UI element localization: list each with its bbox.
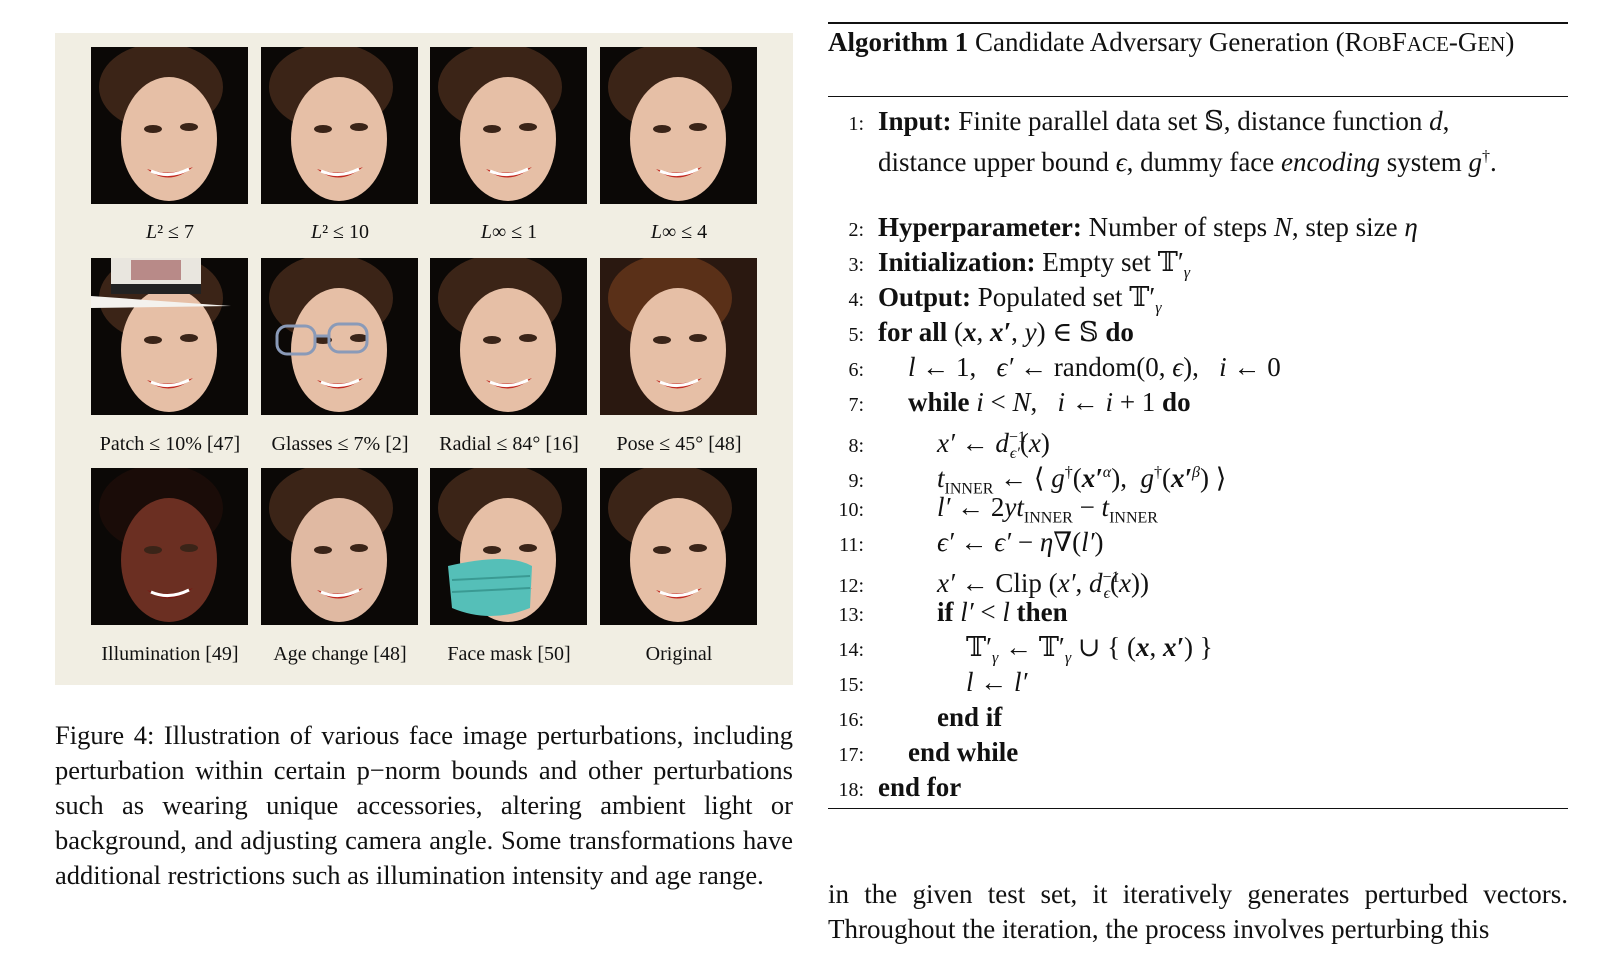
face-caption-7: Radial ≤ 84° [16] bbox=[439, 433, 579, 455]
algo-line-15: 15: l ← l′ bbox=[838, 667, 1028, 697]
face-image-6 bbox=[261, 258, 418, 415]
algo-line-18: 18: end for bbox=[838, 772, 962, 802]
face-caption-5: Patch ≤ 10% [47] bbox=[99, 433, 241, 455]
face-image-8 bbox=[600, 258, 757, 415]
figure-caption: Figure 4: Illustration of various face i… bbox=[55, 720, 793, 890]
face-caption-9: Illumination [49] bbox=[101, 643, 239, 665]
algo-line-3: 3: Initialization: Empty set 𝕋′γ bbox=[848, 247, 1191, 282]
algo-line-2: 2: Hyperparameter: Number of steps N, ste… bbox=[848, 212, 1418, 242]
algo-line-1-cont: distance upper bound ϵ, dummy face encod… bbox=[878, 147, 1497, 177]
face-caption-10: Age change [48] bbox=[273, 643, 407, 665]
algo-line-10: 10: l′ ← 2ytINNER − tINNER bbox=[838, 492, 1158, 527]
body-paragraph: in the given test set, it iteratively ge… bbox=[828, 879, 1568, 944]
algo-line-11: 11: ϵ′ ← ϵ′ − η∇(l′) bbox=[839, 527, 1104, 557]
algo-line-13: 13: if l′ < l then bbox=[838, 597, 1068, 627]
algo-line-8: 8: x′ ← d−1ϵ′(x) bbox=[848, 428, 1050, 463]
face-image-10 bbox=[261, 468, 418, 625]
face-caption-3: L∞ ≤ 1 bbox=[480, 221, 538, 243]
face-image-11 bbox=[430, 468, 587, 625]
algo-line-7: 7: while i < N, i ← i + 1 do bbox=[848, 387, 1191, 417]
face-image-3 bbox=[430, 47, 587, 204]
face-caption-6: Glasses ≤ 7% [2] bbox=[271, 433, 409, 455]
algo-line-16: 16: end if bbox=[838, 702, 1003, 732]
mid-rule bbox=[828, 96, 1568, 97]
face-caption-2: L² ≤ 10 bbox=[310, 221, 370, 243]
face-caption-1: L² ≤ 7 bbox=[145, 221, 195, 243]
face-image-9 bbox=[91, 468, 248, 625]
face-image-2 bbox=[261, 47, 418, 204]
algo-line-17: 17: end while bbox=[838, 737, 1019, 767]
algorithm-label: Algorithm 1 bbox=[828, 27, 969, 57]
face-image-7 bbox=[430, 258, 587, 415]
algo-line-9: 9: tINNER ← ⟨ g†(x′α), g†(x′β) ⟩ bbox=[848, 463, 1227, 498]
figure-panel: L² ≤ 7 L² ≤ 10 L∞ ≤ 1 L∞ ≤ 4 Patch ≤ 10% [47… bbox=[55, 33, 793, 685]
face-image-4 bbox=[600, 47, 757, 204]
algo-line-14: 14: 𝕋′γ ← 𝕋′γ ∪ { (x, x′) } bbox=[838, 632, 1213, 667]
face-caption-8: Pose ≤ 45° [48] bbox=[616, 433, 742, 455]
algo-line-1: 1: Input: Finite parallel data set 𝕊, dis… bbox=[848, 106, 1450, 136]
top-rule bbox=[828, 22, 1568, 24]
face-caption-4: L∞ ≤ 4 bbox=[650, 221, 708, 243]
face-image-1 bbox=[91, 47, 248, 204]
algo-line-4: 4: Output: Populated set 𝕋′γ bbox=[848, 282, 1162, 317]
face-caption-11: Face mask [50] bbox=[447, 643, 571, 665]
algo-line-5: 5: for all (x, x′, y) ∈ 𝕊 do bbox=[848, 317, 1134, 347]
algo-line-6: 6: l ← 1, ϵ′ ← random(0, ϵ), i ← 0 bbox=[848, 352, 1281, 382]
algo-line-12: 12: x′ ← Clip (x′, d−1ϵ(x)) bbox=[838, 568, 1149, 603]
face-image-12 bbox=[600, 468, 757, 625]
algorithm-title: Algorithm 1 Candidate Adversary Generati… bbox=[828, 27, 1515, 57]
face-image-5 bbox=[91, 258, 248, 415]
face-caption-12: Original bbox=[645, 643, 713, 665]
bottom-rule bbox=[828, 808, 1568, 809]
